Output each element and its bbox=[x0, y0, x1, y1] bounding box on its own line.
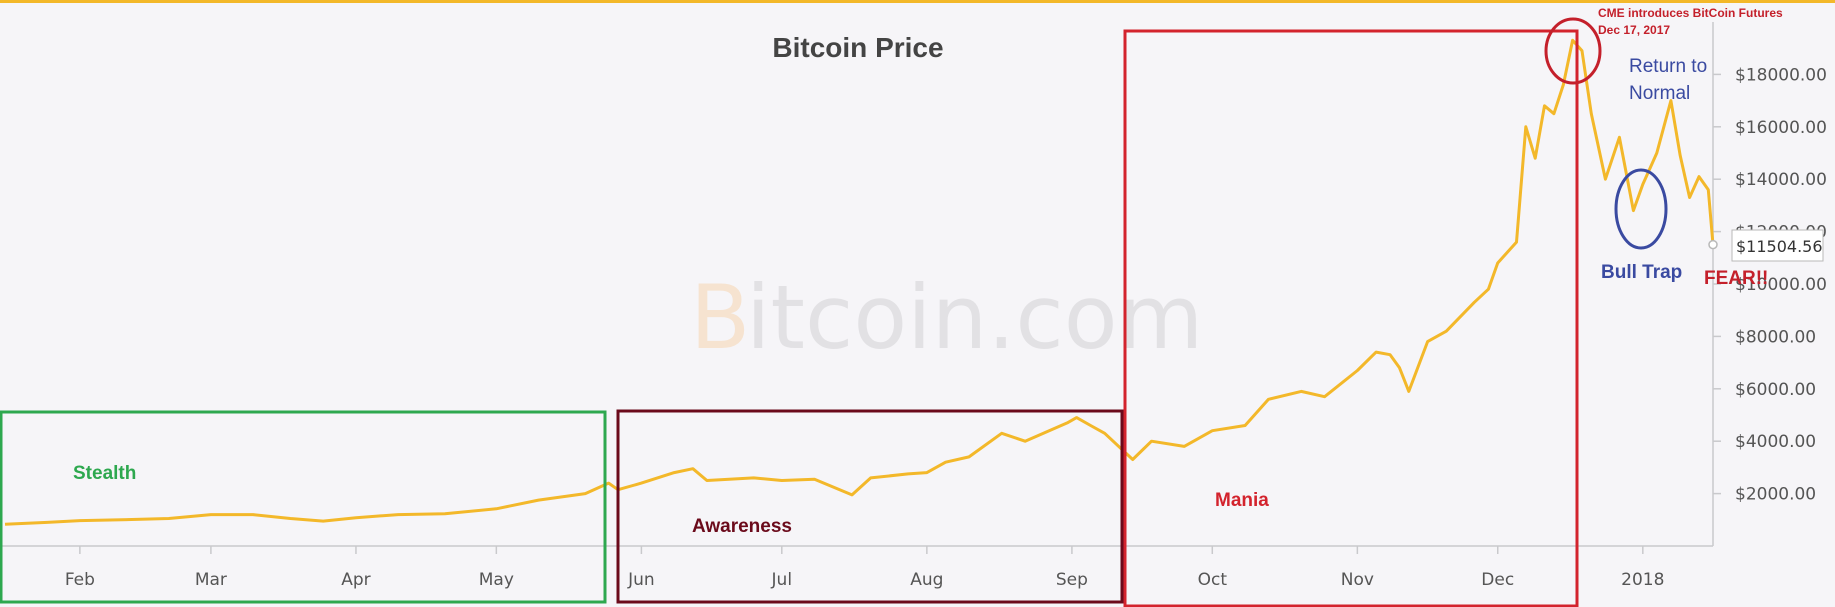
bull-trap-circle bbox=[1614, 168, 1668, 250]
y-axis-ticks: $2000.00 $4000.00 $6000.00 $8000.00 $10000.0… bbox=[1713, 65, 1827, 505]
y-tick-label: $10000.00 bbox=[1735, 275, 1827, 295]
x-tick-label: Nov bbox=[1341, 570, 1374, 590]
x-tick-label: 2018 bbox=[1621, 570, 1664, 590]
x-tick-label: Apr bbox=[341, 570, 370, 590]
last-value-badge: $11504.56 bbox=[1731, 229, 1824, 262]
last-value-badge-box bbox=[1731, 229, 1824, 262]
mania-phase-box bbox=[1123, 29, 1579, 607]
x-tick-label: Mar bbox=[195, 570, 227, 590]
last-value-label: $11504.56 bbox=[1736, 237, 1823, 256]
x-tick-label: Aug bbox=[910, 570, 943, 590]
x-tick-label: Sep bbox=[1056, 570, 1088, 590]
watermark-text: itcoin.com bbox=[746, 266, 1203, 369]
y-tick-label: $4000.00 bbox=[1735, 432, 1816, 452]
x-tick-label: Oct bbox=[1198, 570, 1228, 590]
stealth-label: Stealth bbox=[73, 463, 136, 484]
cme-note-line2: Dec 17, 2017 bbox=[1598, 23, 1670, 37]
awareness-label: Awareness bbox=[692, 516, 792, 537]
x-tick-label: Dec bbox=[1481, 570, 1514, 590]
cme-peak-circle bbox=[1544, 17, 1602, 85]
return-to-normal-line1: Return to bbox=[1629, 56, 1707, 77]
top-accent-bar bbox=[0, 0, 1835, 3]
last-value-marker bbox=[1708, 239, 1718, 250]
y-tick-label: $16000.00 bbox=[1735, 118, 1827, 138]
cme-note-line1: CME introduces BitCoin Futures bbox=[1598, 6, 1783, 20]
y-tick-label: $18000.00 bbox=[1735, 65, 1827, 85]
watermark: B itcoin.com bbox=[690, 266, 1203, 369]
mania-label: Mania bbox=[1215, 490, 1269, 511]
chart-title: Bitcoin Price bbox=[772, 32, 943, 63]
y-tick-label: $14000.00 bbox=[1735, 170, 1827, 190]
awareness-phase-box bbox=[616, 409, 1124, 604]
y-tick-label: $8000.00 bbox=[1735, 327, 1816, 347]
x-tick-label: May bbox=[479, 570, 514, 590]
fear-label: FEAR!! bbox=[1704, 268, 1768, 289]
price-series-line bbox=[4, 38, 1715, 526]
y-tick-label: $2000.00 bbox=[1735, 485, 1816, 505]
x-tick-label: Feb bbox=[65, 570, 95, 590]
x-axis-ticks: Feb Mar Apr May Jun Jul Aug Sep Oct Nov Dec 2018 bbox=[65, 546, 1664, 590]
return-to-normal-line2: Normal bbox=[1629, 83, 1690, 104]
x-tick-label: Jul bbox=[771, 570, 793, 590]
bull-trap-label: Bull Trap bbox=[1601, 262, 1682, 283]
y-tick-label: $6000.00 bbox=[1735, 380, 1816, 400]
watermark-b-glyph: B bbox=[690, 266, 750, 369]
stealth-phase-box bbox=[0, 410, 607, 604]
x-tick-label: Jun bbox=[627, 570, 655, 590]
